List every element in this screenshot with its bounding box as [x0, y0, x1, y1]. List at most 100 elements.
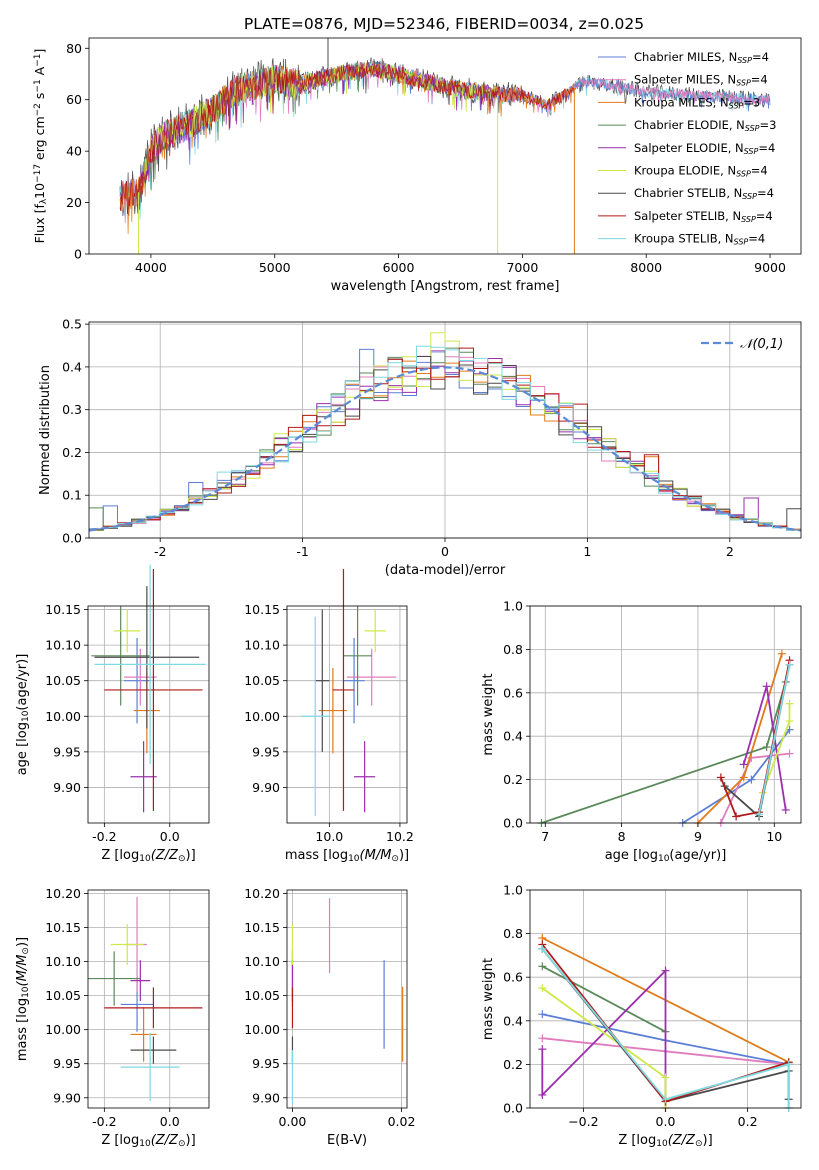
x-tick-label: 10.2: [386, 829, 414, 844]
x-tick-label: 0.0: [656, 1114, 676, 1129]
x-tick-label: 9: [694, 829, 702, 844]
x-tick-label: 9000: [754, 260, 786, 275]
weight-line: [541, 681, 787, 824]
x-tick-label: −0.2: [568, 1114, 598, 1129]
mass-vs-ebv-panel: 0.00 0.02 9.90 9.95 10.00 10.05 10.10 10.15 10.2…: [244, 886, 415, 1148]
x-tick-label: -0.2: [92, 829, 116, 844]
y-tick-label: 0.4: [62, 359, 82, 374]
y-tick-label: 10.00: [244, 1022, 280, 1037]
y-tick-label: 9.95: [252, 744, 280, 759]
legend-entry: Chabrier ELODIE, NSSP=3: [634, 118, 776, 133]
y-axis-label: mass [log10(M/M⊙)]: [15, 937, 31, 1061]
y-tick-label: 10.00: [45, 709, 81, 724]
spectrum-legend: Chabrier MILES, NSSP=4 Salpeter MILES, NS…: [598, 50, 776, 247]
y-tick-label: 10.00: [45, 1022, 81, 1037]
y-tick-label: 10.10: [244, 954, 280, 969]
x-tick-label: 10.0: [315, 829, 343, 844]
y-tick-label: 80: [66, 41, 82, 56]
x-tick-label: 0.2: [738, 1114, 758, 1129]
weight-line: [724, 664, 791, 819]
axes-frame: [286, 605, 408, 824]
x-axis-label: Z [log10(Z/Z⊙)]: [101, 848, 195, 864]
axes-frame: [87, 605, 210, 824]
y-tick-label: 0.3: [62, 402, 82, 417]
y-tick-label: 0.4: [503, 1013, 523, 1028]
y-tick-label: 0: [74, 247, 82, 262]
y-tick-label: 10.15: [244, 920, 280, 935]
histogram-step: [89, 347, 801, 531]
histogram-step: [89, 345, 801, 531]
x-axis-label: E(B-V): [327, 1133, 367, 1148]
weight-line: [541, 987, 667, 1108]
y-tick-label: 9.90: [252, 780, 280, 795]
x-tick-label: -1: [296, 544, 308, 559]
y-tick-label: 10.15: [45, 920, 81, 935]
legend-entry: Kroupa ELODIE, NSSP=4: [634, 164, 768, 179]
y-tick-label: 0.5: [62, 317, 82, 332]
y-tick-label: 10.00: [244, 709, 280, 724]
y-axis-label: mass weight: [481, 673, 496, 755]
y-axis-label: mass weight: [481, 958, 496, 1040]
age-vs-metallicity-panel: -0.2 0.0 9.90 9.95 10.00 10.05 10.10 10.15 Z [lo…: [15, 564, 210, 864]
x-tick-label: 0: [441, 544, 449, 559]
x-tick-label: 6000: [383, 260, 415, 275]
axes-frame: [529, 605, 802, 824]
x-tick-label: -0.2: [92, 1114, 116, 1129]
x-tick-label: 8000: [630, 260, 662, 275]
x-tick-label: 2: [726, 544, 734, 559]
weight-line: [541, 948, 790, 1108]
y-tick-label: 0.0: [62, 531, 82, 546]
x-axis-label: (data-model)/error: [385, 563, 506, 578]
y-axis-label: age [log10(age/yr)]: [15, 654, 31, 776]
age-vs-mass-panel: 10.0 10.2 9.90 9.95 10.00 10.05 10.10 10.15 mass…: [244, 569, 414, 864]
x-axis-label: mass [log10(M/M⊙)]: [285, 848, 409, 864]
y-tick-label: 10.10: [45, 638, 81, 653]
legend-entry: Salpeter STELIB, NSSP=4: [634, 209, 773, 224]
legend-entry: Salpeter MILES, NSSP=4: [634, 73, 768, 88]
y-tick-label: 0.1: [62, 488, 82, 503]
y-tick-label: 9.90: [252, 1090, 280, 1105]
y-tick-label: 0.2: [503, 1057, 523, 1072]
x-tick-label: 0.02: [388, 1114, 416, 1129]
y-tick-label: 9.90: [53, 1090, 81, 1105]
legend-entry: Salpeter ELODIE, NSSP=4: [634, 141, 775, 156]
x-axis-label: wavelength [Angstrom, rest frame]: [331, 279, 560, 294]
legend-entry: Kroupa STELIB, NSSP=4: [634, 232, 765, 247]
weight-vs-age-panel: 7 8 9 10 0.0 0.2 0.4 0.6 0.8 1.0 age [log10(age/yr…: [481, 599, 802, 864]
y-tick-label: 0.6: [503, 685, 523, 700]
x-tick-label: -2: [154, 544, 166, 559]
y-tick-label: 40: [66, 144, 82, 159]
axes-frame: [87, 889, 210, 1109]
legend-entry: Chabrier STELIB, NSSP=4: [634, 186, 774, 201]
legend-entry: Chabrier MILES, NSSP=4: [634, 50, 769, 65]
y-tick-label: 1.0: [503, 883, 523, 898]
weight-vs-metallicity-panel: −0.2 0.0 0.2 0.0 0.2 0.4 0.6 0.8 1.0 Z [log10(Z/Z…: [481, 883, 802, 1149]
y-tick-label: 20: [66, 195, 82, 210]
y-tick-label: 10.20: [45, 886, 81, 901]
y-tick-label: 9.90: [53, 780, 81, 795]
y-tick-label: 10.10: [45, 954, 81, 969]
histogram-step: [89, 332, 801, 531]
legend-entry: Kroupa MILES, NSSP=3: [634, 95, 760, 110]
x-tick-label: 10: [766, 829, 782, 844]
x-tick-label: 5000: [259, 260, 291, 275]
y-tick-label: 9.95: [53, 1056, 81, 1071]
y-tick-label: 10.05: [45, 673, 81, 688]
x-axis-label: age [log10(age/yr)]: [605, 848, 727, 864]
mass-vs-metallicity-panel: -0.2 0.0 9.90 9.95 10.00 10.05 10.10 10.15 10.20…: [15, 886, 210, 1149]
figure-title: PLATE=0876, MJD=52346, FIBERID=0034, z=0…: [244, 15, 644, 33]
y-tick-label: 9.95: [252, 1056, 280, 1071]
histogram-step: [89, 356, 801, 531]
x-axis-label: Z [log10(Z/Z⊙)]: [618, 1133, 712, 1149]
x-axis-label: Z [log10(Z/Z⊙)]: [101, 1133, 195, 1149]
y-tick-label: 0.0: [503, 816, 523, 831]
residual-histogram-panel: -2 -1 0 1 2 0.0 0.1 0.2 0.3 0.4 0.5 (data-model)/er…: [38, 317, 802, 578]
x-tick-label: 7: [541, 829, 549, 844]
axes-frame: [286, 889, 408, 1109]
y-tick-label: 60: [66, 92, 82, 107]
axes-frame: [88, 37, 802, 255]
y-tick-label: 0.8: [503, 642, 523, 657]
y-tick-label: 10.15: [45, 602, 81, 617]
y-axis-label: Flux [fλ10−17 erg cm−2 s−1 A−1]: [32, 49, 49, 244]
gaussian-curve: [88, 366, 802, 532]
